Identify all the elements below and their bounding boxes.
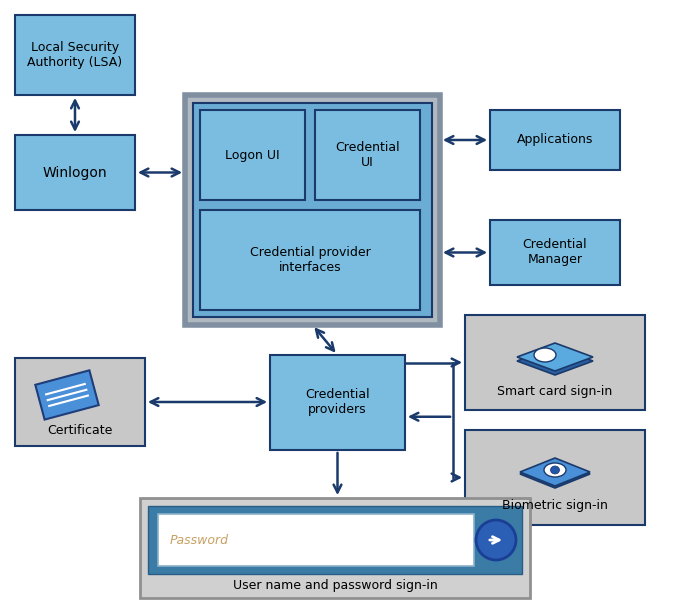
Text: Biometric sign-in: Biometric sign-in — [502, 500, 608, 512]
Bar — [15, 358, 145, 446]
Bar — [15, 15, 135, 95]
Bar — [15, 135, 135, 210]
Bar — [200, 210, 420, 310]
Ellipse shape — [534, 348, 556, 362]
Text: Certificate: Certificate — [47, 424, 113, 436]
Polygon shape — [520, 458, 590, 486]
Polygon shape — [35, 370, 99, 419]
Text: Password: Password — [170, 534, 229, 546]
Text: User name and password sign-in: User name and password sign-in — [233, 578, 437, 591]
Text: Smart card sign-in: Smart card sign-in — [497, 384, 613, 398]
Polygon shape — [517, 347, 593, 375]
Bar — [148, 506, 522, 574]
Ellipse shape — [544, 463, 566, 477]
Text: Credential provider
interfaces: Credential provider interfaces — [250, 246, 371, 274]
Text: Applications: Applications — [517, 134, 593, 146]
Polygon shape — [517, 343, 593, 371]
Text: Local Security
Authority (LSA): Local Security Authority (LSA) — [28, 41, 123, 69]
Bar — [270, 355, 405, 450]
Bar — [200, 110, 305, 200]
Text: Credential
Manager: Credential Manager — [522, 239, 587, 266]
Bar — [315, 110, 420, 200]
Bar — [193, 103, 432, 317]
Text: Logon UI: Logon UI — [225, 149, 280, 161]
Bar — [465, 315, 645, 410]
Bar — [490, 220, 620, 285]
Bar — [140, 498, 530, 598]
Bar — [490, 110, 620, 170]
Ellipse shape — [551, 466, 560, 474]
Text: Credential
providers: Credential providers — [305, 388, 370, 416]
Bar — [158, 514, 474, 566]
Text: Credential
UI: Credential UI — [335, 141, 400, 169]
Bar — [185, 95, 440, 325]
Text: Winlogon: Winlogon — [43, 166, 107, 180]
Bar — [465, 430, 645, 525]
Ellipse shape — [476, 520, 516, 560]
Polygon shape — [520, 460, 590, 488]
